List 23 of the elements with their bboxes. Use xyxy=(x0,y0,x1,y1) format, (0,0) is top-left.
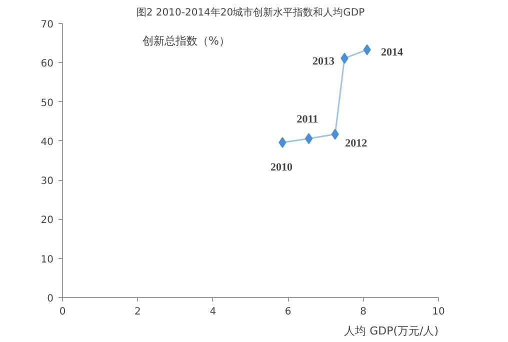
point xyxy=(304,133,313,144)
y-tick-label: 70 xyxy=(40,20,54,30)
y-tick-label: 0 xyxy=(47,294,54,304)
y-tick-label: 50 xyxy=(40,98,54,109)
x-tick-label: 8 xyxy=(360,306,366,318)
chart-title: 图2 2010-2014年20城市创新水平指数和人均GDP xyxy=(136,6,365,18)
x-tick-label: 10 xyxy=(432,306,445,318)
annotation: 2014 xyxy=(381,46,404,59)
y-tick-label: 10 xyxy=(40,254,54,266)
x-tick-label: 0 xyxy=(59,306,66,318)
x-tick-label: 6 xyxy=(284,306,292,318)
y-tick-label: 40 xyxy=(40,136,54,148)
y-tick-label: 60 xyxy=(40,58,54,70)
x-axis-title: 人均 GDP(万元/人) xyxy=(344,324,439,338)
x-tick-label: 4 xyxy=(210,306,216,318)
annotation: 2010 xyxy=(270,161,293,174)
annotation: 2012 xyxy=(345,137,368,150)
annotation: 2011 xyxy=(296,114,318,126)
y-axis-title: 创新总指数（%） xyxy=(142,34,230,48)
annotation: 2013 xyxy=(312,55,335,68)
x-tick-label: 2 xyxy=(134,306,141,318)
y-tick-label: 30 xyxy=(40,176,54,188)
y-tick-label: 20 xyxy=(40,215,54,226)
